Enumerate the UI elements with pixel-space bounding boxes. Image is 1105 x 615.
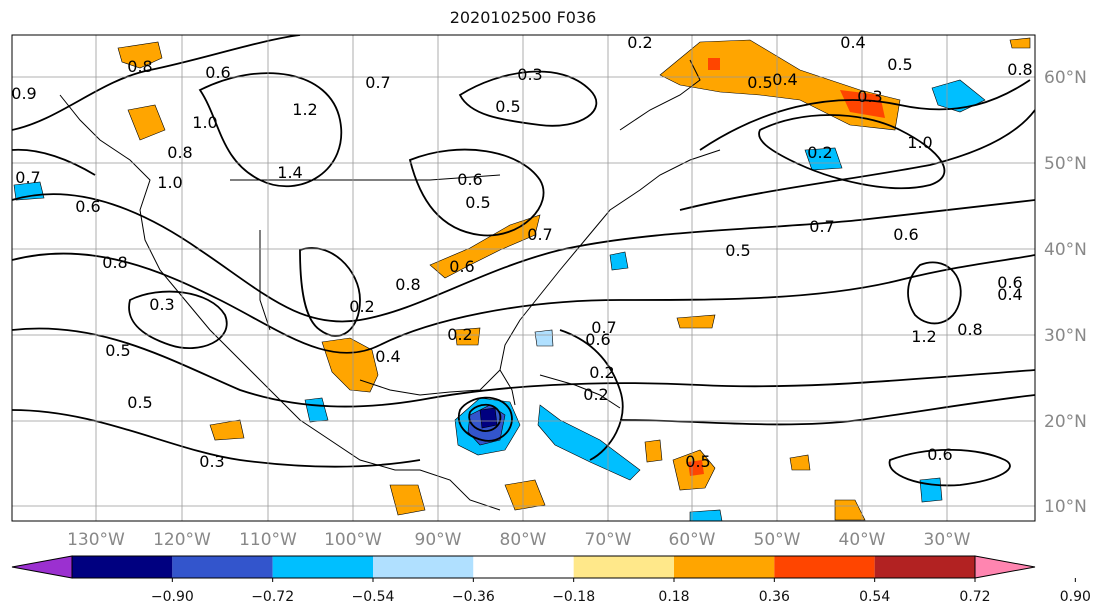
- contour-label: 0.5: [105, 341, 130, 360]
- latitude-label: 30°N: [1044, 326, 1087, 346]
- contour-label: 0.5: [747, 73, 772, 92]
- colorbar-tick-label: −0.18: [552, 589, 595, 605]
- longitude-label: 40°W: [839, 530, 886, 550]
- contour-label: 0.8: [102, 253, 127, 272]
- colorbar-tick-label: 0.90: [1060, 589, 1091, 605]
- contour-label: 0.8: [395, 275, 420, 294]
- longitude-label: 90°W: [415, 530, 462, 550]
- contour-label: 1.4: [277, 163, 302, 182]
- contour-label: 0.3: [149, 295, 174, 314]
- contour-label: 0.4: [997, 285, 1022, 304]
- contour-label: 0.3: [199, 452, 224, 471]
- colorbar: [11, 555, 1036, 579]
- colorbar-segment: [674, 556, 775, 578]
- contour-label: 0.6: [927, 445, 952, 464]
- contour-label: 0.9: [11, 84, 36, 103]
- contour-label: 1.0: [192, 113, 217, 132]
- contour-label: 1.2: [292, 100, 317, 119]
- longitude-label: 50°W: [754, 530, 801, 550]
- longitude-label: 120°W: [153, 530, 211, 550]
- contour-label: 0.2: [447, 325, 472, 344]
- contour-label: 0.6: [457, 170, 482, 189]
- longitude-label: 30°W: [924, 530, 971, 550]
- longitude-label: 70°W: [585, 530, 632, 550]
- contour-lines: [12, 35, 1035, 487]
- contour-label: 0.3: [857, 87, 882, 106]
- colorbar-tick-label: 0.36: [759, 589, 790, 605]
- contour-label: 0.2: [583, 385, 608, 404]
- longitude-label: 100°W: [324, 530, 382, 550]
- longitude-label: 110°W: [239, 530, 297, 550]
- colorbar-segment: [774, 556, 875, 578]
- colorbar-tick-label: −0.54: [352, 589, 395, 605]
- contour-label: 0.2: [589, 363, 614, 382]
- contour-label: 0.5: [495, 97, 520, 116]
- colorbar-segment: [573, 556, 674, 578]
- colorbar-tick-label: 0.72: [959, 589, 990, 605]
- contour-label: 0.8: [167, 143, 192, 162]
- contour-label: 0.6: [585, 330, 610, 349]
- colorbar-min-extension: [11, 555, 73, 579]
- contour-label: 0.6: [997, 273, 1022, 292]
- contour-label: 0.5: [465, 193, 490, 212]
- contour-label: 0.6: [75, 197, 100, 216]
- colorbar-max-extension: [974, 555, 1036, 579]
- latitude-label: 10°N: [1044, 497, 1087, 517]
- contour-label: 0.4: [772, 70, 797, 89]
- contour-label: 0.8: [957, 320, 982, 339]
- longitude-label: 130°W: [67, 530, 125, 550]
- contour-label: 0.2: [807, 143, 832, 162]
- contour-label: 0.2: [349, 297, 374, 316]
- contour-label: 0.7: [527, 225, 552, 244]
- contour-label: 0.2: [627, 33, 652, 52]
- longitude-label: 80°W: [500, 530, 547, 550]
- colorbar-tick-labels: −0.90 −0.72 −0.54 −0.36 −0.18 0.18 0.36 0.54 0.7…: [151, 578, 1091, 605]
- latitude-label: 40°N: [1044, 240, 1087, 260]
- colorbar-segment: [473, 556, 574, 578]
- colorbar-tick-label: −0.90: [151, 589, 194, 605]
- contour-label: 0.7: [15, 168, 40, 187]
- colorbar-segment: [272, 556, 373, 578]
- negative-anomaly-shading: [13, 79, 986, 521]
- contour-label: 0.5: [887, 55, 912, 74]
- colorbar-segment: [874, 556, 975, 578]
- latitude-label: 60°N: [1044, 68, 1087, 88]
- contour-label: 0.6: [449, 257, 474, 276]
- longitude-label-group: 130°W 120°W 110°W 100°W 90°W 80°W 70°W 60°W 50°W…: [67, 530, 971, 550]
- contour-label: 1.0: [907, 133, 932, 152]
- colorbar-tick-label: −0.72: [251, 589, 294, 605]
- latitude-label-group: 60°N 50°N 40°N 30°N 20°N 10°N: [1044, 68, 1087, 517]
- contour-label: 0.8: [127, 57, 152, 76]
- contour-label: 0.4: [840, 33, 865, 52]
- contour-label: 0.5: [685, 452, 710, 471]
- contour-label: 0.6: [205, 63, 230, 82]
- contour-label: 0.7: [365, 73, 390, 92]
- contour-label: 0.5: [127, 393, 152, 412]
- contour-label: 0.7: [591, 318, 616, 337]
- contour-label: 1.0: [157, 173, 182, 192]
- chart-title: 2020102500 F036: [449, 8, 597, 27]
- colorbar-tick-label: −0.36: [452, 589, 495, 605]
- colorbar-segment: [373, 556, 474, 578]
- latitude-label: 20°N: [1044, 412, 1087, 432]
- colorbar-segment: [72, 556, 173, 578]
- map-frame-border: [11, 34, 1036, 522]
- latitude-label: 50°N: [1044, 154, 1087, 174]
- colorbar-border: [71, 555, 976, 579]
- contour-label: 1.2: [911, 327, 936, 346]
- longitude-label: 60°W: [669, 530, 716, 550]
- colorbar-tick-label: 0.18: [658, 589, 689, 605]
- colorbar-segment: [172, 556, 273, 578]
- contour-label: 0.4: [375, 347, 400, 366]
- contour-label-group: 0.8 0.61.00.80.71.20.40.30.20.40.5 0.81.00…: [11, 33, 1032, 471]
- colorbar-tick-label: 0.54: [859, 589, 890, 605]
- graticule-grid: [12, 35, 1035, 521]
- contour-label: 0.8: [1007, 60, 1032, 79]
- contour-label: 0.3: [517, 65, 542, 84]
- contour-label: 0.7: [809, 217, 834, 236]
- contour-label: 0.5: [725, 241, 750, 260]
- contour-label: 0.6: [893, 225, 918, 244]
